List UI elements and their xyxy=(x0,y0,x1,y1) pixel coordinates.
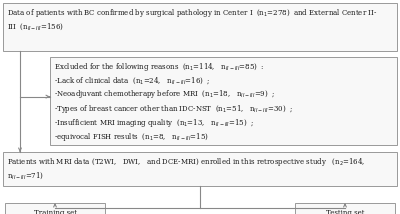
Text: Training set: Training set xyxy=(34,209,76,214)
Bar xyxy=(5,203,105,214)
Bar xyxy=(295,203,395,214)
Text: Testing set: Testing set xyxy=(326,209,364,214)
Text: Excluded for the following reasons  (n$_1$=114,   n$_{II-III}$=85)  :
-Lack of c: Excluded for the following reasons (n$_1… xyxy=(54,61,293,143)
Bar xyxy=(3,152,397,186)
Bar xyxy=(50,57,397,145)
Bar xyxy=(3,3,397,51)
Text: Patients with MRI data (T2WI,   DWI,   and DCE-MRI) enrolled in this retrospecti: Patients with MRI data (T2WI, DWI, and D… xyxy=(7,156,365,181)
Text: Data of patients with BC confirmed by surgical pathology in Center I  (n$_1$=278: Data of patients with BC confirmed by su… xyxy=(7,7,377,31)
